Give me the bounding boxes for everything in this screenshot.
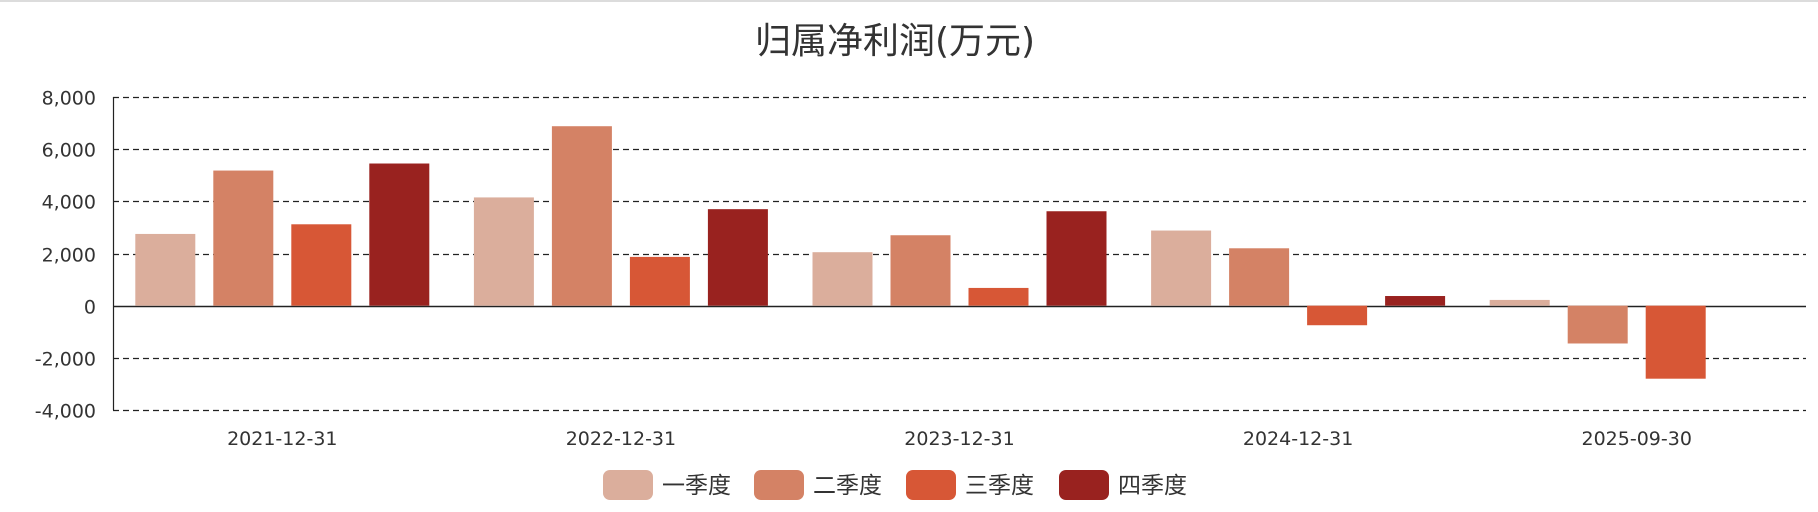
bar-2-2021-12-31[interactable] <box>213 170 274 306</box>
legend-item-2[interactable]: 二季度 <box>754 470 882 500</box>
bar-4-2021-12-31[interactable] <box>369 163 430 306</box>
legend-item-1[interactable]: 一季度 <box>603 470 731 500</box>
legend-swatch <box>603 470 653 500</box>
axis-layer: -4,000 -2,000 0 2,000 4,000 6,000 8,000 2021-12… <box>35 88 1692 451</box>
y-tick-label: -2,000 <box>35 349 96 371</box>
y-tick-label: 8,000 <box>42 88 96 110</box>
x-tick-label: 2025-09-30 <box>1581 428 1691 450</box>
bar-2-2024-12-31[interactable] <box>1229 248 1290 306</box>
bar-3-2023-12-31[interactable] <box>968 287 1029 306</box>
legend-item-4[interactable]: 四季度 <box>1059 470 1187 500</box>
bar-3-2024-12-31[interactable] <box>1307 305 1368 326</box>
x-tick-label: 2023-12-31 <box>904 428 1014 450</box>
x-tick-label: 2021-12-31 <box>227 428 337 450</box>
y-tick-label: -4,000 <box>35 401 96 423</box>
legend-label: 三季度 <box>965 473 1034 499</box>
bar-1-2023-12-31[interactable] <box>812 252 873 306</box>
bar-1-2022-12-31[interactable] <box>473 197 534 306</box>
legend-item-3[interactable]: 三季度 <box>906 470 1034 500</box>
x-tick-label: 2024-12-31 <box>1243 428 1353 450</box>
y-tick-label: 6,000 <box>42 140 96 162</box>
legend[interactable]: 一季度 二季度 三季度 四季度 <box>603 470 1187 500</box>
y-tick-label: 4,000 <box>42 192 96 214</box>
y-tick-label: 2,000 <box>42 245 96 267</box>
chart-title: 归属净利润(万元) <box>755 21 1035 62</box>
bar-4-2024-12-31[interactable] <box>1385 296 1446 306</box>
x-tick-label: 2022-12-31 <box>566 428 676 450</box>
y-tick-label: 0 <box>84 297 96 319</box>
bar-1-2021-12-31[interactable] <box>135 233 196 306</box>
bar-4-2022-12-31[interactable] <box>707 209 768 306</box>
grid-layer <box>113 96 1806 412</box>
legend-swatch <box>1059 470 1109 500</box>
legend-swatch <box>754 470 804 500</box>
bar-4-2023-12-31[interactable] <box>1046 211 1107 306</box>
bar-3-2022-12-31[interactable] <box>629 256 690 306</box>
legend-label: 一季度 <box>662 473 731 499</box>
bar-2-2025-09-30[interactable] <box>1567 305 1628 344</box>
bar-3-2025-09-30[interactable] <box>1645 305 1706 379</box>
bar-3-2021-12-31[interactable] <box>291 224 352 306</box>
bar-1-2024-12-31[interactable] <box>1151 230 1212 306</box>
bar-2-2023-12-31[interactable] <box>890 235 951 306</box>
bar-2-2022-12-31[interactable] <box>551 126 612 306</box>
top-divider <box>0 0 1818 2</box>
bar-1-2025-09-30[interactable] <box>1489 299 1550 306</box>
legend-label: 四季度 <box>1118 473 1187 499</box>
legend-label: 二季度 <box>813 473 882 499</box>
bar-layer <box>135 126 1706 379</box>
legend-swatch <box>906 470 956 500</box>
